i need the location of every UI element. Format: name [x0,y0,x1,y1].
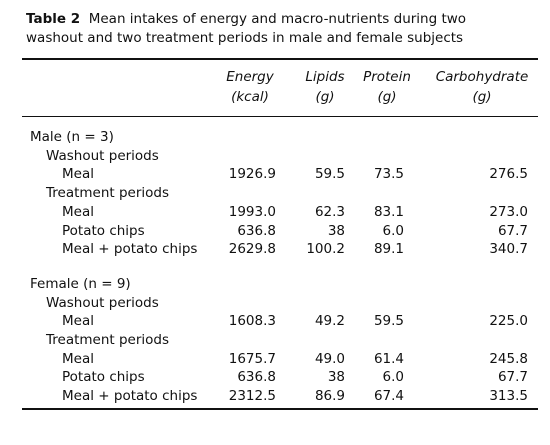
cell-value: 1608.3 [228,313,276,330]
cell-value: 49.0 [314,350,345,367]
cell-value: 313.5 [489,388,528,405]
column-header: Carbohydrate [435,69,529,85]
cell-value: 67.7 [497,369,528,386]
subgroup-title: Treatment periods [46,185,170,202]
cell-value: 86.9 [314,388,345,405]
caption-label: Table 2 [26,11,81,27]
cell-value: 276.5 [489,166,528,183]
caption-text: Mean intakes of energy and macro-nutrien… [88,11,467,27]
column-header: Energy [226,69,274,85]
cell-value: 62.3 [314,203,345,220]
cell-value: 67.7 [497,222,528,239]
cell-value: 6.0 [382,222,404,239]
cell-value: 1926.9 [228,166,276,183]
cell-value: 273.0 [489,203,528,220]
cell-value: 2312.5 [228,388,276,405]
cell-value: 100.2 [306,241,345,258]
row-label: Meal + potato chips [62,388,198,405]
cell-value: 73.5 [373,166,404,183]
column-unit: (g) [315,89,335,105]
row-label: Meal [62,166,94,183]
subgroup-title: Washout periods [46,294,159,311]
row-label: Meal [62,203,94,220]
cell-value: 59.5 [373,313,404,330]
row-label: Potato chips [62,222,145,239]
cell-value: 636.8 [237,369,276,386]
row-label: Potato chips [62,369,145,386]
column-header: Lipids [305,69,345,85]
cell-value: 38 [327,222,345,239]
cell-value: 2629.8 [228,241,276,258]
cell-value: 49.2 [314,313,345,330]
caption-text: washout and two treatment periods in mal… [26,30,464,46]
cell-value: 67.4 [373,388,404,405]
column-unit: (kcal) [231,89,269,105]
column-header: Protein [363,69,411,85]
cell-value: 1675.7 [228,350,276,367]
header-rule [22,116,538,117]
row-label: Meal [62,350,94,367]
subgroup-title: Washout periods [46,147,159,164]
top-rule [22,58,538,60]
bottom-rule [22,408,538,410]
cell-value: 225.0 [489,313,528,330]
subgroup-title: Treatment periods [46,332,170,348]
row-label: Meal + potato chips [62,241,198,258]
cell-value: 636.8 [237,222,276,239]
group-title: Female (n = 9) [30,275,131,292]
row-label: Meal [62,313,94,330]
caption-line: Table 2 Mean intakes of energy and macro… [26,10,466,28]
cell-value: 59.5 [314,166,345,183]
column-unit: (g) [377,89,397,105]
column-unit: (g) [472,89,492,105]
cell-value: 89.1 [373,241,404,258]
cell-value: 61.4 [373,350,404,367]
cell-value: 83.1 [373,203,404,220]
cell-value: 340.7 [489,241,528,258]
cell-value: 1993.0 [228,203,276,220]
cell-value: 245.8 [489,350,528,367]
cell-value: 6.0 [382,369,404,386]
group-title: Male (n = 3) [30,129,114,145]
cell-value: 38 [327,369,345,386]
